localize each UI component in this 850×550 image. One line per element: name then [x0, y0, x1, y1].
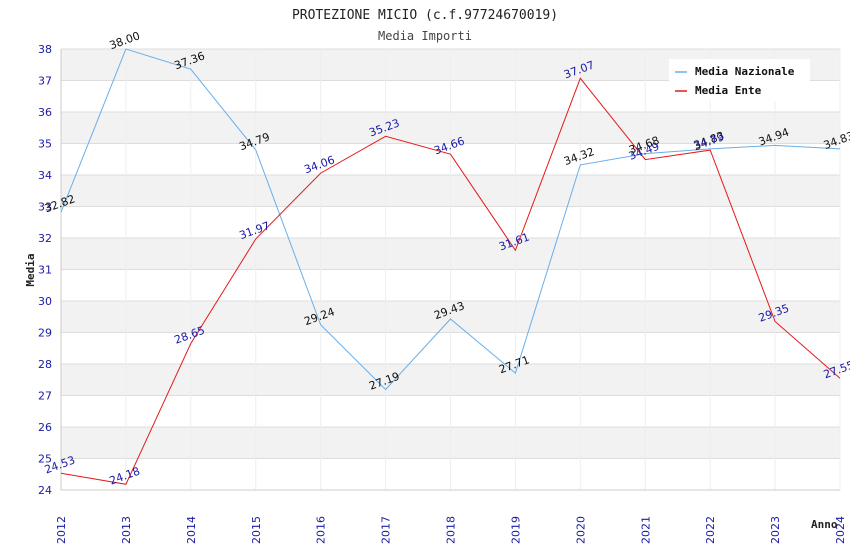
y-tick-label: 37	[38, 75, 52, 88]
y-tick-label: 25	[38, 453, 52, 466]
y-axis-label: Media	[24, 253, 37, 286]
y-tick-label: 38	[38, 43, 52, 56]
x-tick-label: 2024	[834, 516, 847, 544]
grid-lines	[60, 48, 841, 491]
x-tick-label: 2014	[185, 516, 198, 544]
chart-subtitle: Media Importi	[378, 29, 472, 43]
legend: Media Nazionale Media Ente	[669, 59, 810, 101]
y-axis-ticks: 24 25 26 27 28 29 30 31 32 33 34 35 36 37 38	[38, 43, 52, 497]
series-line-media-ente	[60, 77, 841, 485]
y-tick-label: 28	[38, 358, 52, 371]
x-tick-label: 2013	[120, 516, 133, 544]
y-tick-label: 29	[38, 327, 52, 340]
x-tick-label: 2023	[769, 516, 782, 544]
y-tick-label: 27	[38, 390, 52, 403]
x-axis-ticks: 2012 2013 2014 2015 2016 2017 2018 2019 2020 2021…	[55, 516, 847, 544]
y-tick-label: 31	[38, 264, 52, 277]
x-tick-label: 2019	[509, 516, 522, 544]
y-tick-label: 34	[38, 169, 52, 182]
axes	[60, 49, 840, 491]
x-tick-label: 2015	[250, 516, 263, 544]
x-tick-label: 2022	[704, 516, 717, 544]
y-tick-label: 35	[38, 138, 52, 151]
legend-box	[669, 59, 810, 101]
y-tick-label: 24	[38, 484, 52, 497]
y-tick-label: 30	[38, 295, 52, 308]
y-tick-label: 26	[38, 421, 52, 434]
legend-label-media-ente: Media Ente	[695, 84, 762, 97]
series-lines	[60, 48, 841, 485]
y-tick-label: 36	[38, 106, 52, 119]
x-tick-label: 2017	[380, 516, 393, 544]
y-tick-label: 33	[38, 201, 52, 214]
x-tick-label: 2020	[574, 516, 587, 544]
x-tick-label: 2021	[639, 516, 652, 544]
x-tick-label: 2012	[55, 516, 68, 544]
y-tick-label: 32	[38, 232, 52, 245]
chart-title: PROTEZIONE MICIO (c.f.97724670019)	[292, 8, 558, 23]
legend-label-media-nazionale: Media Nazionale	[695, 65, 795, 78]
x-tick-label: 2018	[445, 516, 458, 544]
series-line-media-nazionale	[60, 48, 841, 391]
x-axis-label: Anno	[811, 518, 838, 531]
x-tick-label: 2016	[315, 516, 328, 544]
